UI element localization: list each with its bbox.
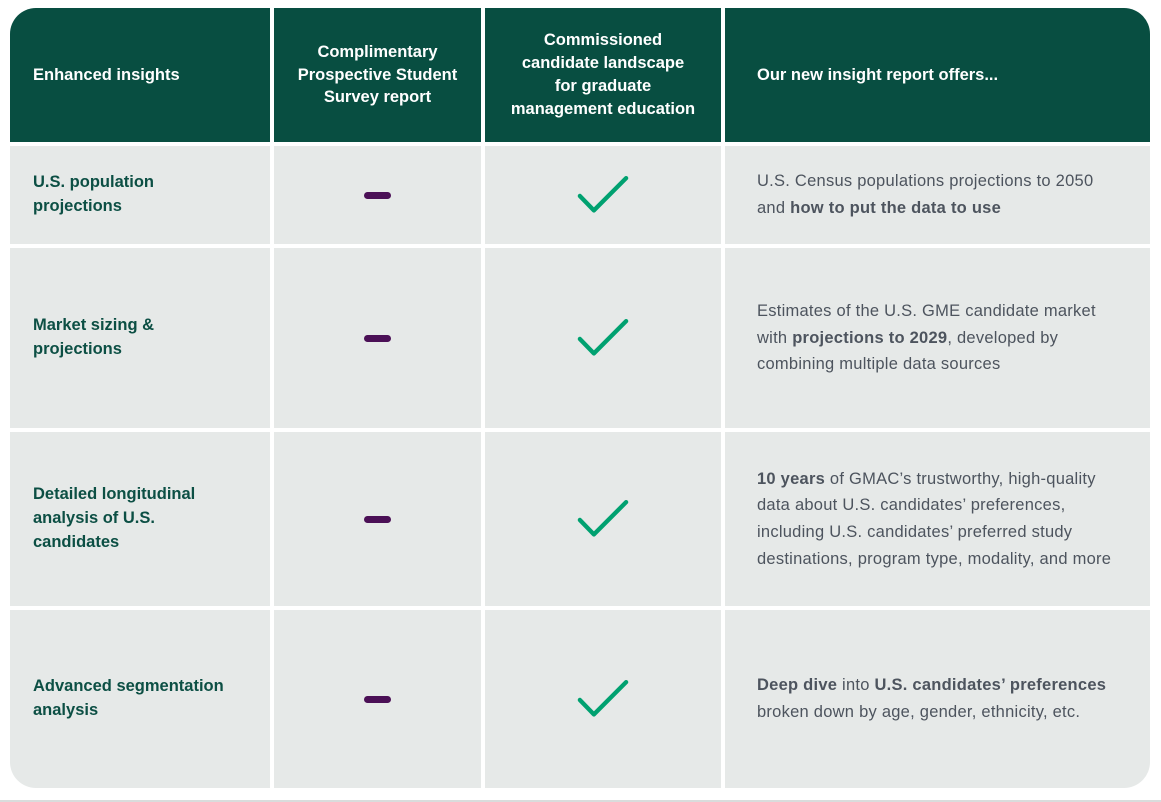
column-header-survey-report: Complimentary Prospective Student Survey… <box>274 8 481 142</box>
dash-icon <box>364 334 391 342</box>
column-header-label: Commissioned candidate landscape for gra… <box>510 31 696 118</box>
insight-description-cell: Deep dive into U.S. candidates’ preferen… <box>725 610 1150 788</box>
feature-label: Market sizing & projections <box>33 316 155 358</box>
feature-label: U.S. population projections <box>33 173 154 215</box>
insight-report-status-cell <box>485 610 721 788</box>
survey-report-status-cell <box>274 146 481 244</box>
feature-label: Advanced segmentation analysis <box>33 677 224 719</box>
insight-description-cell: Estimates of the U.S. GME candidate mark… <box>725 248 1150 428</box>
feature-cell-us-population-projections: U.S. population projections <box>10 146 270 244</box>
column-header-candidate-landscape: Commissioned candidate landscape for gra… <box>485 8 721 142</box>
column-header-insight-report-offers: Our new insight report offers... <box>725 8 1150 142</box>
column-header-enhanced-insights: Enhanced insights <box>10 8 270 142</box>
column-header-label: Complimentary Prospective Student Survey… <box>297 42 458 107</box>
check-icon <box>577 318 629 356</box>
survey-report-status-cell <box>274 432 481 606</box>
dash-icon <box>364 191 391 199</box>
insight-description-cell: 10 years of GMAC’s trustworthy, high-qua… <box>725 432 1150 606</box>
feature-cell-market-sizing-projections: Market sizing & projections <box>10 248 270 428</box>
survey-report-status-cell <box>274 248 481 428</box>
insight-report-status-cell <box>485 248 721 428</box>
check-icon <box>577 499 629 537</box>
check-icon <box>577 679 629 717</box>
insight-report-status-cell <box>485 432 721 606</box>
feature-cell-longitudinal-analysis: Detailed longitudinal analysis of U.S. c… <box>10 432 270 606</box>
feature-label: Detailed longitudinal analysis of U.S. c… <box>33 485 196 551</box>
dash-icon <box>364 695 391 703</box>
insight-report-status-cell <box>485 146 721 244</box>
feature-cell-advanced-segmentation: Advanced segmentation analysis <box>10 610 270 788</box>
column-header-label: Enhanced insights <box>33 65 180 84</box>
check-icon <box>577 175 629 213</box>
column-header-label: Our new insight report offers... <box>757 65 999 84</box>
page-bottom-edge-line <box>0 800 1161 802</box>
insight-description-cell: U.S. Census populations projections to 2… <box>725 146 1150 244</box>
comparison-table: Enhanced insights Complimentary Prospect… <box>10 8 1150 788</box>
survey-report-status-cell <box>274 610 481 788</box>
dash-icon <box>364 515 391 523</box>
